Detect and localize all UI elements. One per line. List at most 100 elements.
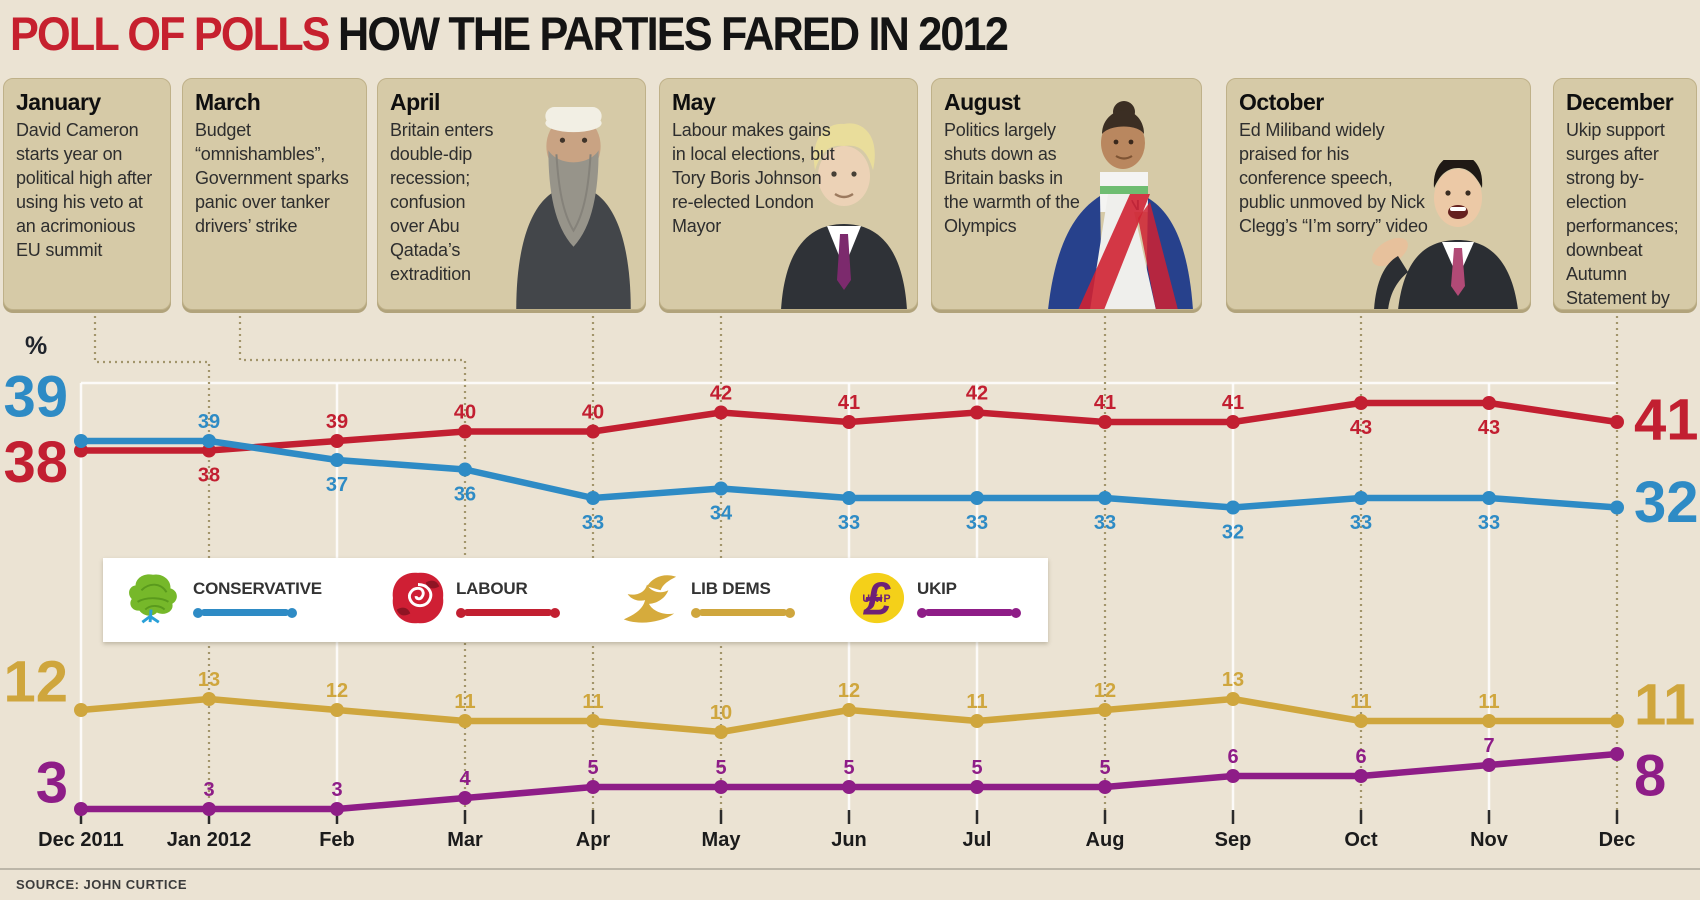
data-point-label: 40 [582, 402, 604, 424]
data-point [842, 703, 856, 717]
data-point [458, 791, 472, 805]
data-point [586, 780, 600, 794]
data-point [842, 415, 856, 429]
data-point-label: 13 [198, 669, 220, 691]
data-point-label: 11 [1478, 691, 1499, 713]
data-point-label: 12 [1094, 680, 1116, 702]
data-point-label: 5 [843, 757, 854, 779]
axis-month-label: Jul [963, 829, 992, 851]
data-point-label: 33 [838, 512, 860, 534]
edge-label-left-conservative: 39 [3, 365, 68, 430]
axis-month-label: Aug [1086, 829, 1125, 851]
data-point [970, 780, 984, 794]
note-text: David Cameron starts year on political h… [16, 120, 153, 260]
data-point [1354, 769, 1368, 783]
note-month: October [1239, 89, 1324, 115]
title-rest: HOW THE PARTIES FARED IN 2012 [338, 7, 1009, 60]
percent-axis-label: % [25, 332, 48, 360]
data-point [1226, 692, 1240, 706]
data-point [202, 692, 216, 706]
data-point-label: 33 [1478, 512, 1500, 534]
ukip-pound-icon: £ UKIP [849, 572, 905, 624]
data-point-label: 3 [331, 779, 342, 801]
edge-label-right-conservative: 32 [1634, 470, 1699, 535]
note-text: Ukip support surges after strong by-elec… [1566, 120, 1679, 308]
axis-month-label: Jan 2012 [167, 829, 252, 851]
data-point [1482, 758, 1496, 772]
data-point-label: 12 [326, 680, 348, 702]
note-text: Politics largely shuts down as Britain b… [944, 120, 1080, 236]
legend-item-conservative: CONSERVATIVE [124, 570, 322, 626]
data-point [1482, 714, 1496, 728]
data-point-label: 5 [971, 757, 982, 779]
axis-month-label: Feb [319, 829, 355, 851]
source-divider [0, 868, 1700, 870]
data-point-label: 33 [1350, 512, 1372, 534]
data-point-label: 42 [966, 383, 988, 405]
note-box-december: December Ukip support surges after stron… [1553, 78, 1697, 310]
data-point [458, 462, 472, 477]
edge-label-left-labour: 38 [3, 430, 68, 495]
data-point-label: 13 [1222, 669, 1244, 691]
axis-month-label: Apr [576, 829, 611, 851]
data-point-label: 10 [710, 702, 732, 724]
edge-label-right-lib-dems: 11 [1634, 673, 1695, 738]
data-point [1354, 396, 1368, 410]
axis-month-label: Mar [447, 829, 483, 851]
data-point [1482, 396, 1496, 410]
data-point-label: 42 [710, 383, 732, 405]
legend-label: UKIP [917, 578, 957, 598]
legend-line-sample [193, 607, 322, 618]
data-point [1482, 491, 1496, 505]
data-point-label: 41 [838, 392, 860, 414]
edge-label-right-labour: 41 [1634, 388, 1699, 453]
data-point-label: 43 [1478, 417, 1500, 439]
data-point [714, 725, 728, 739]
data-point-label: 40 [454, 402, 476, 424]
data-point-label: 33 [582, 512, 604, 534]
axis-month-label: May [702, 829, 742, 851]
note-text: Budget “omnishambles”, Government sparks… [195, 120, 349, 236]
data-point-label: 6 [1355, 746, 1366, 768]
labour-rose-icon [392, 572, 444, 624]
data-point-label: 4 [459, 768, 471, 790]
axis-month-label: Nov [1470, 829, 1509, 851]
legend-item-ukip: £ UKIP UKIP [848, 570, 1021, 626]
data-point [1610, 747, 1624, 761]
data-point-label: 38 [198, 465, 220, 487]
data-point [1226, 500, 1240, 515]
data-point-label: 12 [838, 680, 860, 702]
note-box-october: October Ed Miliband widely praised for h… [1226, 78, 1531, 310]
data-point [74, 434, 88, 448]
data-point-label: 37 [326, 474, 348, 496]
data-point-label: 11 [454, 691, 475, 713]
leader-dotted-line [238, 310, 467, 812]
data-point-label: 33 [1094, 512, 1116, 534]
legend-label: CONSERVATIVE [193, 578, 322, 598]
legend-item-labour: LABOUR [391, 570, 560, 626]
data-point [330, 703, 344, 717]
data-point-label: 33 [966, 512, 988, 534]
data-point [586, 491, 600, 505]
note-month: April [390, 89, 440, 115]
data-point [970, 405, 984, 420]
ed-miliband-photo [1372, 160, 1518, 309]
note-month: March [195, 89, 261, 115]
note-month: August [944, 89, 1021, 115]
edge-label-left-lib-dems: 12 [3, 650, 68, 715]
data-point-label: 5 [1099, 757, 1110, 779]
legend-label: LIB DEMS [691, 578, 771, 598]
data-point-label: 5 [715, 757, 726, 779]
jessica-ennis-photo: ENN [1048, 101, 1193, 309]
legend: CONSERVATIVE LABOUR LIB DEMS [103, 558, 1048, 642]
svg-text:£: £ [862, 572, 891, 624]
data-point [714, 780, 728, 794]
data-point [714, 405, 728, 420]
data-point-label: 39 [198, 411, 220, 433]
data-point [1098, 415, 1112, 429]
data-point [1610, 714, 1624, 728]
abu-qatada-photo [516, 107, 631, 309]
data-point-label: 41 [1222, 392, 1244, 414]
